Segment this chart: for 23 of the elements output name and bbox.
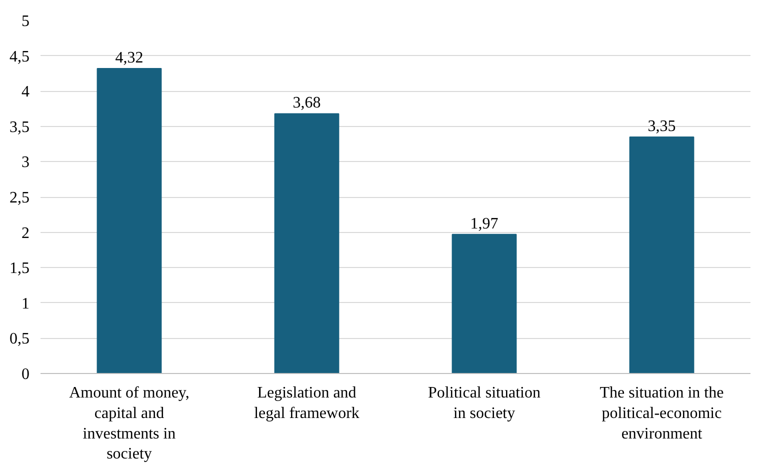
data-label: 4,32: [115, 50, 144, 67]
y-tick-label: 4: [22, 84, 30, 101]
y-tick-label: 2,5: [10, 190, 30, 206]
x-tick-label: Political situation in society: [428, 384, 540, 422]
y-tick-label: 1,5: [10, 260, 30, 278]
y-tick-label: 3,5: [10, 118, 30, 136]
y-tick-label: 0,5: [10, 330, 30, 348]
y-tick-label: 4,5: [10, 48, 30, 66]
bar: [629, 136, 694, 374]
y-tick-label: 5: [22, 13, 30, 30]
x-tick-label: Amount of money, capital and investments in society: [69, 384, 190, 463]
bar: [274, 113, 340, 374]
y-tick-label: 2: [22, 224, 30, 242]
x-tick-label: Legislation and legal framework: [254, 384, 360, 422]
y-tick-label: 1: [22, 295, 30, 312]
bar: [452, 234, 517, 374]
y-tick-label: 0: [22, 366, 30, 383]
y-tick-label: 3: [22, 154, 30, 172]
bar: [96, 68, 162, 374]
data-label: 1,97: [470, 215, 498, 232]
data-label: 3,68: [292, 94, 321, 112]
x-tick-label: The situation in the political-economic environment: [600, 384, 724, 442]
data-label: 3,35: [648, 118, 676, 135]
